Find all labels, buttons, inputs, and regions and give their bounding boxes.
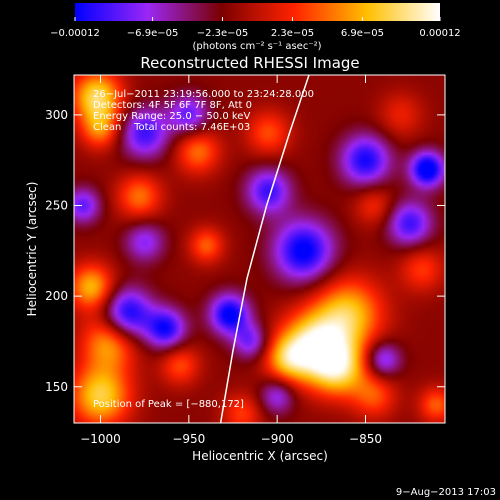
solar-limb-line <box>219 75 310 423</box>
plot-frame <box>73 74 446 424</box>
x-axis-ticks: −1000 −950 −900 −850 <box>80 75 382 446</box>
info-detectors: Detectors: 4F 5F 6F 7F 8F, Att 0 <box>93 100 252 111</box>
x-axis-label: Heliocentric X (arcsec) <box>192 449 328 463</box>
heatmap-image <box>74 75 445 423</box>
colorbar-tick-label: −0.00012 <box>50 28 100 39</box>
colorbar-tick-label: 0.00012 <box>419 28 460 39</box>
x-tick-label: −900 <box>261 432 294 446</box>
colorbar-ticks: −0.00012 −6.9e−05 −2.3e−05 2.3e−05 6.9e−05 0.… <box>50 17 461 39</box>
info-energy-range: Energy Range: 25.0 − 50.0 keV <box>93 111 250 122</box>
peak-position-label: Position of Peak = [−880,172] <box>93 399 244 410</box>
y-tick-label: 300 <box>45 108 68 122</box>
x-tick-label: −1000 <box>80 432 121 446</box>
colorbar-units-label: (photons cm⁻² s⁻¹ asec⁻²) <box>192 41 321 52</box>
y-tick-label: 150 <box>45 380 68 394</box>
x-tick-label: −850 <box>349 432 382 446</box>
colorbar <box>75 3 440 21</box>
observation-info: 26−Jul−2011 23:19:56.000 to 23:24:28.000… <box>93 89 314 133</box>
colorbar-tick-label: 6.9e−05 <box>341 28 384 39</box>
y-tick-label: 200 <box>45 289 68 303</box>
info-time-range: 26−Jul−2011 23:19:56.000 to 23:24:28.000 <box>93 89 314 100</box>
colorbar-tick-label: 2.3e−05 <box>271 28 314 39</box>
colorbar-tick-label: −6.9e−05 <box>127 28 179 39</box>
colorbar-tick-label: −2.3e−05 <box>197 28 249 39</box>
info-total-counts: Clean Total counts: 7.46E+03 <box>93 122 250 133</box>
x-tick-label: −950 <box>172 432 205 446</box>
y-axis-label: Heliocentric Y (arcsec) <box>25 182 39 317</box>
y-axis-ticks: 150 200 250 300 <box>45 108 445 394</box>
date-stamp: 9−Aug−2013 17:03 <box>396 487 496 498</box>
chart-title: Reconstructed RHESSI Image <box>140 54 359 72</box>
y-tick-label: 250 <box>45 199 68 213</box>
